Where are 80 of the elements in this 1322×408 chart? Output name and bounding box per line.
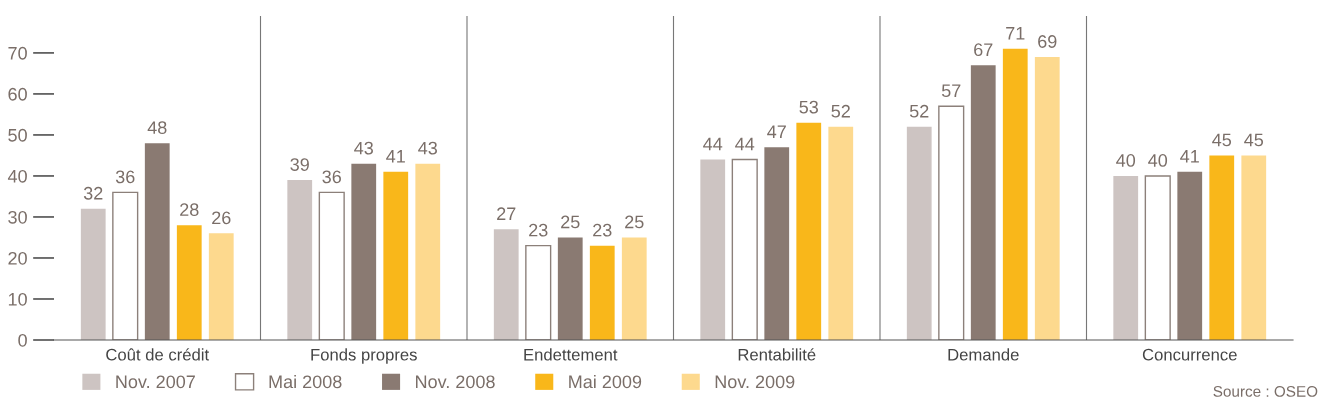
bar — [828, 126, 854, 340]
bar — [589, 245, 615, 340]
bar — [383, 171, 409, 340]
bar — [493, 229, 519, 340]
bar — [731, 158, 758, 340]
data-label: 41 — [1180, 150, 1199, 163]
bar — [938, 105, 965, 340]
bar — [208, 233, 234, 340]
data-label: 52 — [909, 104, 929, 118]
data-label: 25 — [561, 215, 580, 229]
y-tick-label: 40 — [7, 169, 27, 183]
bar — [796, 122, 822, 340]
bar — [1113, 175, 1139, 340]
bar — [621, 237, 647, 340]
x-tick-label: Fonds propres — [311, 348, 417, 364]
source-note: Source : OSEO — [1213, 386, 1318, 397]
bar — [764, 147, 790, 340]
data-label: 44 — [703, 137, 723, 151]
data-label: 23 — [593, 223, 612, 237]
data-label: 47 — [767, 125, 786, 138]
bar — [112, 191, 139, 340]
bar — [970, 65, 996, 340]
y-tick-label: 60 — [8, 87, 27, 101]
data-label: 45 — [1212, 133, 1232, 147]
legend-label: Nov. 2008 — [416, 375, 495, 389]
data-label: 39 — [290, 158, 309, 171]
bar — [1034, 57, 1060, 340]
bar — [287, 180, 313, 340]
data-label: 23 — [529, 223, 548, 237]
data-label: 71 — [1006, 27, 1025, 40]
bar — [144, 143, 170, 340]
data-label: 57 — [941, 84, 961, 98]
data-label: 25 — [625, 215, 644, 229]
x-tick-label: Coût de crédit — [106, 348, 210, 361]
data-label: 27 — [497, 207, 516, 220]
legend-label: Nov. 2007 — [116, 375, 195, 389]
bar — [176, 225, 202, 340]
legend-label: Mai 2009 — [569, 374, 642, 389]
y-tick-label: 10 — [8, 292, 27, 306]
y-tick-label: 20 — [8, 251, 27, 265]
bar — [80, 208, 106, 340]
data-label: 53 — [799, 100, 819, 114]
x-tick-label: Concurrence — [1142, 348, 1237, 361]
data-label: 43 — [354, 141, 373, 155]
data-label: 43 — [418, 141, 438, 155]
bar — [557, 237, 583, 340]
data-label: 28 — [180, 203, 199, 217]
bar — [1177, 171, 1203, 340]
y-tick-label: 70 — [8, 46, 27, 60]
bar — [318, 191, 345, 340]
data-label: 41 — [386, 150, 405, 163]
data-label: 40 — [1116, 154, 1136, 167]
y-tick-label: 0 — [18, 333, 27, 347]
y-tick-label: 50 — [8, 128, 27, 142]
bar — [1241, 155, 1267, 340]
bar — [415, 163, 441, 340]
y-tick-label: 30 — [8, 210, 27, 224]
bar — [906, 126, 932, 340]
data-label: 40 — [1148, 154, 1168, 167]
bar — [1144, 175, 1171, 340]
bar — [351, 163, 377, 340]
legend-label: Mai 2008 — [269, 374, 342, 389]
bar — [525, 244, 552, 340]
data-label: 69 — [1038, 35, 1057, 48]
data-label: 44 — [735, 137, 755, 151]
data-label: 26 — [212, 211, 231, 225]
data-label: 45 — [1244, 133, 1264, 147]
data-label: 48 — [147, 121, 167, 135]
bar — [1002, 48, 1028, 340]
data-label: 67 — [974, 43, 993, 57]
data-label: 36 — [115, 170, 135, 184]
data-label: 36 — [322, 170, 341, 184]
x-tick-label: Demande — [948, 348, 1019, 361]
x-tick-label: Endettement — [524, 348, 618, 361]
bar — [1209, 155, 1235, 340]
legend-label: Nov. 2009 — [715, 375, 795, 389]
bar — [700, 159, 726, 340]
x-tick-label: Rentabilité — [738, 348, 816, 361]
data-label: 32 — [83, 186, 103, 200]
data-label: 52 — [831, 104, 850, 118]
